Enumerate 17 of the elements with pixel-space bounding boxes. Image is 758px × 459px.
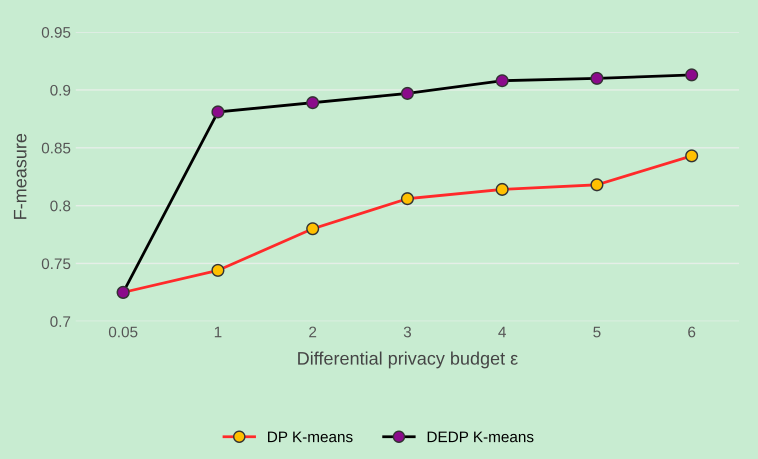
y-tick-label: 0.8 xyxy=(50,200,70,212)
x-tick-label: 6 xyxy=(688,326,696,338)
x-tick-label: 0.05 xyxy=(108,326,138,338)
x-tick-label: 1 xyxy=(214,326,222,338)
legend-label: DEDP K-means xyxy=(428,432,534,442)
x-tick-label: 3 xyxy=(404,326,411,338)
x-axis-title: Differential privacy budget ε xyxy=(298,352,518,368)
y-tick-label: 0.95 xyxy=(42,27,70,38)
y-axis-title: F-measure xyxy=(14,134,27,219)
y-tick-label: 0.85 xyxy=(42,142,70,154)
y-tick-label: 0.75 xyxy=(42,258,70,270)
x-tick-label: 2 xyxy=(309,326,316,338)
legend-label: DP K-means xyxy=(268,432,353,442)
x-tick-label: 4 xyxy=(498,326,506,338)
y-tick-label: 0.9 xyxy=(50,84,70,96)
x-tick-label: 5 xyxy=(593,326,601,338)
y-tick-label: 0.7 xyxy=(50,316,70,327)
